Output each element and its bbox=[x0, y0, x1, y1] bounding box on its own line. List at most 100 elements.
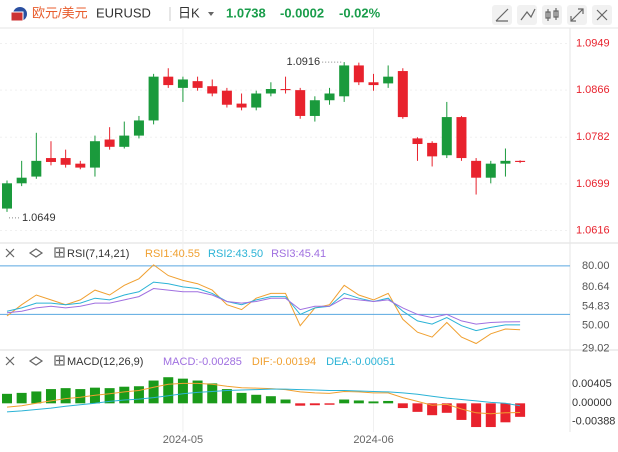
visibility-icon[interactable] bbox=[28, 356, 44, 366]
candle-body bbox=[221, 90, 232, 105]
high-marker: 1.0916 bbox=[287, 56, 321, 68]
candle-body bbox=[500, 160, 511, 164]
candle-body bbox=[2, 183, 12, 209]
macd-bar bbox=[133, 386, 144, 404]
macd-bar bbox=[207, 383, 218, 404]
candle-body bbox=[89, 141, 100, 168]
macd-bar bbox=[383, 400, 394, 404]
macd-bar bbox=[441, 403, 452, 413]
macd-bar bbox=[280, 399, 291, 404]
candle-body bbox=[471, 160, 482, 178]
pair-name: 欧元/美元 bbox=[32, 5, 88, 20]
macd-bar bbox=[221, 389, 232, 404]
rsi-line bbox=[6, 287, 521, 325]
macd-bar bbox=[16, 392, 27, 404]
y-tick-label: 1.0616 bbox=[576, 224, 610, 236]
candle-body bbox=[485, 163, 496, 178]
settings-icon[interactable] bbox=[54, 355, 65, 366]
rsi-line bbox=[6, 281, 521, 332]
candle-body bbox=[456, 117, 467, 159]
macd-bar bbox=[75, 389, 86, 404]
y-tick-label: 54.83 bbox=[582, 301, 610, 313]
candle-body bbox=[75, 163, 86, 168]
period-dropdown[interactable] bbox=[208, 12, 214, 16]
toolbar bbox=[492, 5, 612, 25]
macd-bar bbox=[471, 403, 482, 428]
macd-bar bbox=[31, 391, 42, 404]
y-tick-label: 1.0699 bbox=[576, 178, 610, 190]
visibility-icon[interactable] bbox=[28, 248, 44, 258]
candle-body bbox=[119, 135, 130, 147]
macd-bar bbox=[148, 380, 159, 404]
change: -0.0002 bbox=[280, 5, 324, 20]
candle-body bbox=[163, 76, 174, 86]
macd-bar bbox=[309, 403, 320, 406]
macd-line bbox=[6, 382, 521, 415]
y-tick-label: -0.00388 bbox=[572, 416, 615, 428]
legend-label: MACD:-0.00285 bbox=[163, 356, 242, 368]
legend-label: RSI2:43.50 bbox=[208, 248, 263, 260]
macd-bar bbox=[251, 394, 262, 404]
legend-label: RSI1:40.55 bbox=[145, 248, 200, 260]
candle-body bbox=[353, 65, 364, 83]
macd-bar bbox=[412, 403, 423, 412]
tool-indicator[interactable] bbox=[517, 5, 537, 25]
y-tick-label: 1.0782 bbox=[576, 131, 610, 143]
macd-bar bbox=[353, 400, 364, 404]
close-icon[interactable] bbox=[5, 356, 15, 366]
y-tick-label: 50.00 bbox=[582, 319, 610, 331]
legend-label: DIF:-0.00194 bbox=[252, 356, 316, 368]
candle-body bbox=[441, 117, 452, 156]
macd-bar bbox=[265, 396, 276, 404]
candle-body bbox=[251, 93, 262, 108]
y-tick-label: 0.00000 bbox=[572, 397, 612, 409]
candle-body bbox=[368, 82, 379, 86]
candle-body bbox=[515, 160, 526, 162]
period[interactable]: 日K bbox=[178, 5, 200, 20]
tool-type[interactable] bbox=[542, 5, 562, 25]
y-tick-label: 80.00 bbox=[582, 260, 610, 272]
y-tick-label: 1.0866 bbox=[576, 84, 610, 96]
y-tick-label: 0.00405 bbox=[572, 378, 612, 390]
macd-bar bbox=[515, 403, 526, 417]
candle-body bbox=[31, 160, 42, 177]
candle-body bbox=[60, 158, 71, 165]
pair-code: EURUSD bbox=[96, 5, 151, 20]
macd-bar bbox=[324, 403, 335, 405]
flag-icon bbox=[10, 7, 27, 22]
candle-body bbox=[45, 158, 56, 162]
last-price: 1.0738 bbox=[226, 5, 266, 20]
candle-body bbox=[309, 100, 320, 116]
candle-body bbox=[236, 103, 247, 108]
candle-body bbox=[383, 76, 394, 84]
macd-bar bbox=[163, 377, 174, 404]
macd-bar bbox=[427, 403, 438, 416]
macd-bar bbox=[177, 378, 188, 404]
candle-body bbox=[295, 90, 306, 116]
candle-body bbox=[207, 86, 218, 94]
candle-body bbox=[339, 65, 350, 97]
candle-body bbox=[427, 142, 438, 157]
candle-body bbox=[104, 139, 115, 147]
macd-bar bbox=[368, 401, 379, 404]
macd-bar bbox=[295, 403, 306, 406]
candle-body bbox=[133, 120, 144, 136]
y-tick-label: 80.64 bbox=[582, 281, 610, 293]
candle-body bbox=[324, 93, 335, 101]
candle-body bbox=[265, 89, 276, 94]
legend-label: RSI3:45.41 bbox=[271, 248, 326, 260]
candle-body bbox=[280, 89, 291, 91]
candle-body bbox=[16, 177, 27, 184]
macd-bar bbox=[397, 403, 408, 409]
legend-label: DEA:-0.00051 bbox=[326, 356, 395, 368]
settings-icon[interactable] bbox=[54, 247, 65, 258]
macd-bar bbox=[236, 392, 247, 404]
macd-bar bbox=[339, 399, 350, 404]
low-marker: 1.0649 bbox=[22, 212, 56, 224]
y-tick-label: 1.0949 bbox=[576, 37, 610, 49]
close-icon[interactable] bbox=[5, 248, 15, 258]
candle-body bbox=[397, 71, 408, 118]
candle-body bbox=[148, 76, 159, 121]
